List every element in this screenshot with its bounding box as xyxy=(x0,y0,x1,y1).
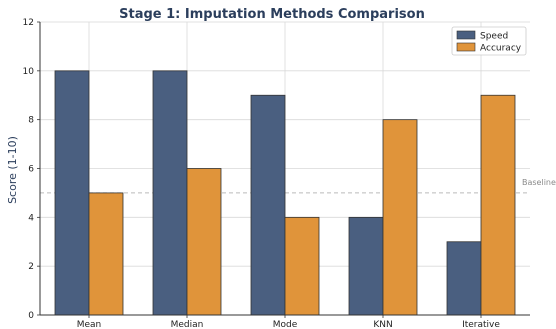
bar-speed-knn xyxy=(348,216,384,316)
y-ticks: 0 2 4 6 8 10 12 xyxy=(23,18,40,321)
chart-title: Stage 1: Imputation Methods Comparison xyxy=(119,7,425,22)
bar-speed-mode xyxy=(250,94,286,316)
x-tick-label: KNN xyxy=(373,320,392,329)
legend-swatch-accuracy xyxy=(456,42,476,52)
y-tick-label: 12 xyxy=(23,18,34,28)
bar-speed-iterative xyxy=(446,241,482,316)
x-tick-label: Median xyxy=(171,320,204,329)
y-tick-label: 0 xyxy=(28,311,34,321)
x-tick-label: Mean xyxy=(77,320,102,329)
y-tick-label: 8 xyxy=(28,116,34,126)
y-tick-label: 10 xyxy=(23,67,35,77)
bars xyxy=(54,70,516,316)
x-tick-label: Mode xyxy=(273,320,298,329)
bar-speed-median xyxy=(152,70,188,316)
bar-accuracy-knn xyxy=(382,119,418,316)
x-ticks: Mean Median Mode KNN Iterative xyxy=(77,315,500,329)
legend-label-accuracy: Accuracy xyxy=(480,44,522,54)
y-tick-label: 6 xyxy=(28,165,34,175)
bar-accuracy-mode xyxy=(284,216,320,316)
legend: Speed Accuracy xyxy=(451,26,527,56)
y-axis-label: Score (1-10) xyxy=(6,136,19,204)
baseline: Baseline xyxy=(40,178,556,194)
bar-accuracy-median xyxy=(186,168,222,316)
bar-accuracy-mean xyxy=(88,192,124,316)
baseline-label: Baseline xyxy=(522,178,556,187)
y-tick-label: 2 xyxy=(28,262,34,272)
x-tick-label: Iterative xyxy=(462,320,500,329)
bar-accuracy-iterative xyxy=(480,94,516,316)
legend-swatch-speed xyxy=(456,30,476,40)
y-tick-label: 4 xyxy=(28,213,34,223)
legend-label-speed: Speed xyxy=(480,32,508,42)
bar-speed-mean xyxy=(54,70,90,316)
